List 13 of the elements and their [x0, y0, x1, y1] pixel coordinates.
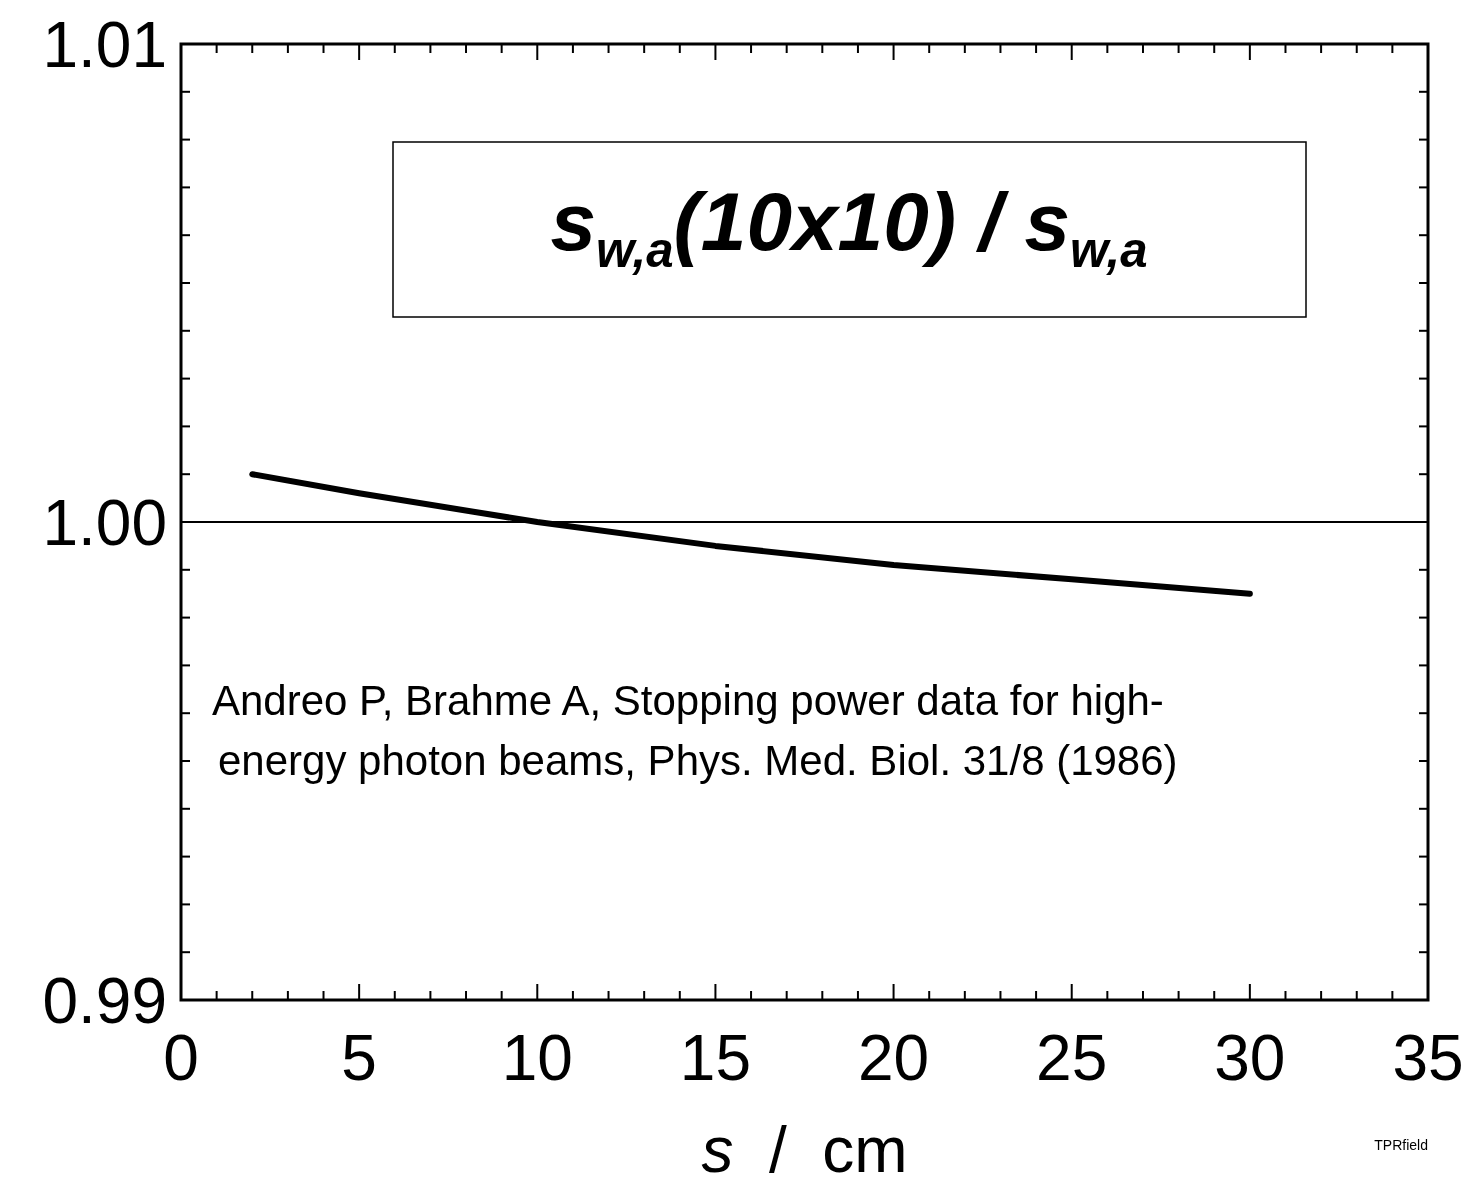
x-tick-label: 30	[1214, 1022, 1286, 1094]
annotation: Andreo P, Brahme A, Stopping power data for high-energy photon beams, Phys. Med. Biol. 31/8 (1986)	[212, 677, 1178, 784]
x-axis-title: s / cm	[701, 1114, 908, 1184]
x-tick-label: 10	[501, 1022, 573, 1094]
x-tick-label: 20	[857, 1022, 930, 1094]
x-tick-label: 15	[679, 1022, 752, 1094]
y-tick-label: 1.00	[42, 487, 167, 559]
x-tick-label: 25	[1036, 1022, 1108, 1094]
x-tick-label: 35	[1392, 1022, 1464, 1094]
annotation: s$_{w,a}$(10x10) / s$_{w,a}$	[550, 176, 1148, 278]
text: TPRfield	[1374, 1137, 1428, 1153]
y-tick-label: 1.01	[42, 9, 167, 81]
x-tick-label: 5	[341, 1022, 377, 1094]
